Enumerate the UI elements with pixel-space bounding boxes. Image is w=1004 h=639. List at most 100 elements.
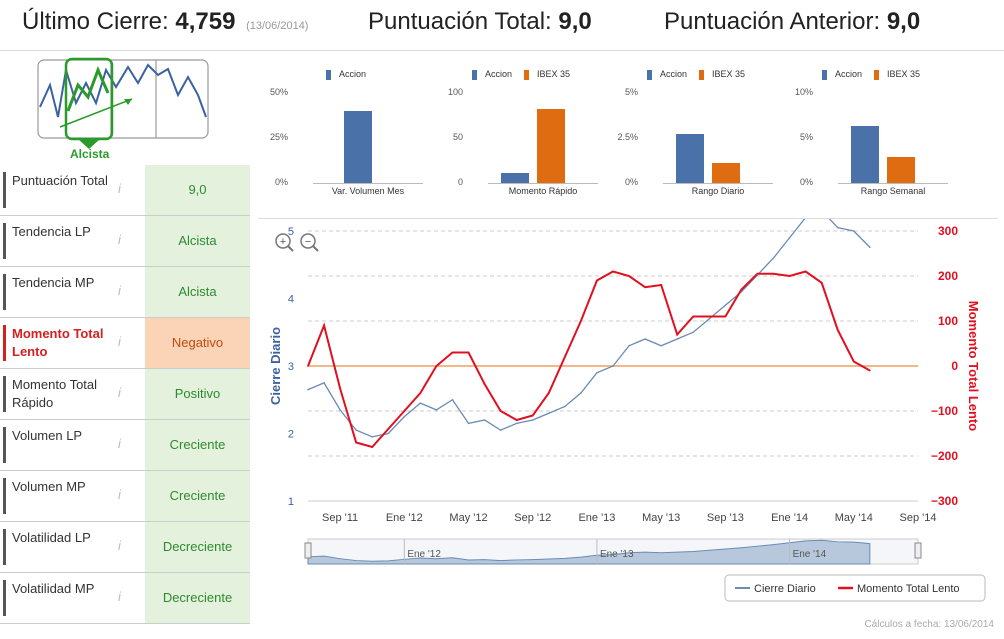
bar bbox=[344, 111, 372, 183]
y-tick-label: 10% bbox=[794, 87, 813, 97]
legend-label: Accion bbox=[338, 69, 366, 79]
indicator-name: Tendencia LP bbox=[3, 223, 122, 259]
point-cierre-diario bbox=[676, 338, 679, 340]
info-icon[interactable]: i bbox=[118, 232, 121, 247]
point-momento-total-lento bbox=[531, 414, 534, 417]
point-momento-total-lento bbox=[804, 270, 807, 273]
y-tick-label: 0 bbox=[457, 177, 463, 187]
point-cierre-diario bbox=[467, 422, 470, 425]
x-tick-label: Sep '13 bbox=[707, 512, 744, 524]
legend-label: Accion bbox=[659, 69, 687, 79]
info-icon[interactable]: i bbox=[118, 181, 121, 196]
indicator-row[interactable]: Volumen MP i Creciente bbox=[0, 471, 250, 522]
navigator-tick-label: Ene '13 bbox=[600, 549, 634, 560]
navigator-handle[interactable] bbox=[914, 542, 922, 559]
y-tick-label: 5% bbox=[799, 132, 813, 142]
indicator-row[interactable]: Puntuación Total i 9,0 bbox=[0, 165, 250, 216]
point-momento-total-lento bbox=[355, 441, 357, 444]
x-axis bbox=[838, 183, 948, 184]
legend-item: IBEX 35 bbox=[873, 69, 924, 80]
point-cierre-diario bbox=[788, 236, 791, 239]
indicator-row[interactable]: Tendencia LP i Alcista bbox=[0, 216, 250, 267]
info-icon[interactable]: i bbox=[118, 589, 121, 604]
indicator-row[interactable]: Volumen LP i Creciente bbox=[0, 420, 250, 471]
point-cierre-diario bbox=[355, 429, 357, 431]
bar bbox=[887, 156, 915, 183]
y-axis-title: Cierre Diario bbox=[268, 327, 283, 405]
mini-legend: Accion bbox=[258, 69, 438, 80]
point-cierre-diario bbox=[483, 419, 486, 421]
svg-text:−: − bbox=[305, 236, 311, 248]
indicator-value: Positivo bbox=[145, 369, 250, 419]
point-momento-total-lento bbox=[387, 428, 390, 430]
point-momento-total-lento bbox=[419, 392, 422, 394]
navigator[interactable]: Ene '12 Ene '13 Ene '14 bbox=[304, 538, 922, 565]
indicator-row[interactable]: Volatilidad MP i Decreciente bbox=[0, 573, 250, 624]
y-tick-label: 50 bbox=[452, 132, 463, 142]
info-icon[interactable]: i bbox=[118, 538, 121, 553]
point-momento-total-lento bbox=[564, 356, 566, 358]
point-momento-total-lento bbox=[580, 320, 582, 322]
indicator-row[interactable]: Momento Total Lento i Negativo bbox=[0, 318, 250, 369]
point-cierre-diario bbox=[708, 317, 711, 320]
y-tick-label: 0% bbox=[799, 177, 813, 187]
previous-score-label: Puntuación Anterior: bbox=[664, 8, 881, 35]
point-momento-total-lento bbox=[836, 329, 839, 331]
point-cierre-diario bbox=[339, 409, 341, 411]
mini-bar-charts: Accion 50% 25% 0% Var. Volumen Mes Accion IBEX… bbox=[258, 55, 998, 205]
point-cierre-diario bbox=[692, 331, 695, 334]
y2-tick-label: 0 bbox=[951, 359, 958, 373]
calc-date-footer: Cálculos a fecha: 13/06/2014 bbox=[864, 619, 994, 630]
info-icon[interactable]: i bbox=[118, 436, 121, 451]
indicator-row[interactable]: Volatilidad LP i Decreciente bbox=[0, 522, 250, 573]
trend-signal-icon bbox=[37, 57, 209, 149]
point-cierre-diario bbox=[836, 226, 839, 229]
total-score-value: 9,0 bbox=[558, 8, 592, 35]
x-tick-label: Ene '14 bbox=[771, 512, 808, 524]
navigator-tick-label: Ene '12 bbox=[407, 549, 441, 560]
info-icon[interactable]: i bbox=[118, 385, 121, 400]
series-cierre-diario bbox=[307, 209, 871, 438]
info-icon[interactable]: i bbox=[118, 283, 121, 298]
total-score-label: Puntuación Total: bbox=[368, 8, 552, 35]
point-momento-total-lento bbox=[515, 419, 518, 421]
zoom-in-icon[interactable]: + bbox=[275, 233, 294, 252]
legend-item: Accion bbox=[471, 69, 516, 80]
y-tick-label: 0% bbox=[624, 177, 638, 187]
point-momento-total-lento bbox=[339, 387, 341, 390]
legend-swatch bbox=[821, 69, 827, 80]
x-axis bbox=[663, 183, 773, 184]
info-icon[interactable]: i bbox=[118, 334, 121, 349]
bar bbox=[537, 109, 565, 183]
indicator-name: Volumen LP bbox=[3, 427, 122, 463]
indicator-name: Momento Total Rápido bbox=[3, 376, 122, 412]
point-momento-total-lento bbox=[323, 324, 325, 327]
legend-swatch bbox=[646, 69, 652, 80]
indicator-value: Creciente bbox=[145, 471, 250, 521]
point-cierre-diario bbox=[419, 402, 422, 404]
point-momento-total-lento bbox=[676, 333, 679, 336]
point-cierre-diario bbox=[499, 429, 502, 431]
navigator-handle[interactable] bbox=[304, 542, 312, 559]
legend-label: Accion bbox=[834, 69, 862, 79]
indicator-value: Creciente bbox=[145, 420, 250, 470]
point-momento-total-lento bbox=[467, 351, 470, 354]
mini-legend: Accion IBEX 35 bbox=[433, 69, 613, 80]
info-icon[interactable]: i bbox=[118, 487, 121, 502]
legend-swatch bbox=[325, 69, 331, 80]
y2-tick-label: 300 bbox=[938, 224, 958, 238]
point-momento-total-lento bbox=[403, 410, 406, 412]
y-tick-label: 1 bbox=[288, 496, 294, 508]
y2-tick-label: −300 bbox=[931, 494, 958, 508]
point-cierre-diario bbox=[724, 304, 727, 307]
legend-item: IBEX 35 bbox=[523, 69, 574, 80]
indicator-name: Volumen MP bbox=[3, 478, 122, 514]
y-tick-label: 2 bbox=[288, 429, 294, 441]
point-momento-total-lento bbox=[724, 315, 727, 318]
point-cierre-diario bbox=[852, 230, 855, 232]
x-tick-label: Ene '13 bbox=[578, 512, 615, 524]
point-momento-total-lento bbox=[628, 275, 630, 277]
zoom-out-icon[interactable]: − bbox=[300, 233, 319, 252]
indicator-row[interactable]: Tendencia MP i Alcista bbox=[0, 267, 250, 318]
indicator-row[interactable]: Momento Total Rápido i Positivo bbox=[0, 369, 250, 420]
